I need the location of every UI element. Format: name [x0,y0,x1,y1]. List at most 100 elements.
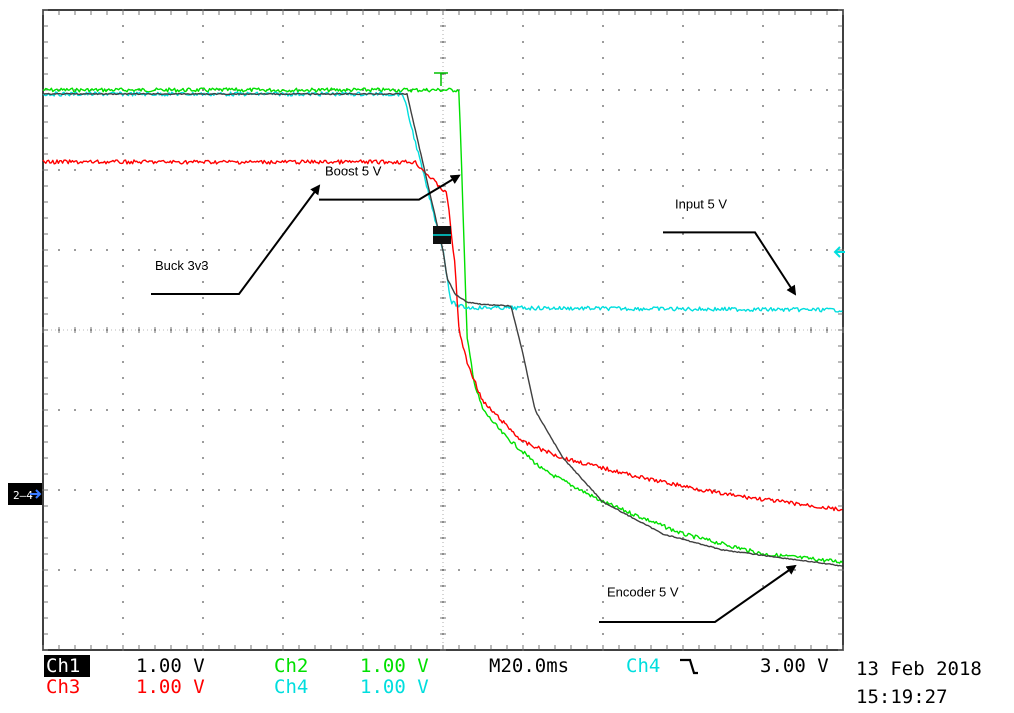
grid-dot [122,489,124,491]
grid-dot [266,249,268,251]
grid-dot [602,489,604,491]
grid-dot [602,425,604,427]
grid-dot [602,185,604,187]
grid-dot [362,377,364,379]
grid-dot [282,489,284,491]
grid-dot [682,25,684,27]
grid-dot [202,377,204,379]
grid-dot [602,217,604,219]
grid-dot [826,569,828,571]
grid-dot [90,169,92,171]
grid-dot [122,457,124,459]
grid-dot [410,249,412,251]
grid-dot [202,217,204,219]
grid-dot [346,169,348,171]
grid-dot [554,89,556,91]
grid-dot [506,89,508,91]
grid-dot [602,473,604,475]
grid-dot [362,393,364,395]
grid-dot [90,489,92,491]
grid-dot [794,169,796,171]
grid-dot [346,489,348,491]
grid-dot [522,473,524,475]
trigger-source: Ch4 [626,655,660,677]
grid-dot [698,249,700,251]
grid-dot [218,249,220,251]
grid-dot [602,25,604,27]
grid-dot [106,169,108,171]
grid-dot [202,313,204,315]
grid-dot [602,233,604,235]
grid-dot [762,473,764,475]
grid-dot [122,345,124,347]
grid-dot [362,297,364,299]
grid-dot [682,105,684,107]
grid-dot [202,169,204,171]
grid-dot [202,441,204,443]
grid-dot [634,409,636,411]
grid-dot [682,89,684,91]
grid-dot [106,569,108,571]
grid-dot [522,409,524,411]
grid-dot [74,249,76,251]
grid-dot [282,41,284,43]
grid-dot [346,569,348,571]
grid-dot [698,569,700,571]
grid-dot [122,553,124,555]
grid-dot [666,409,668,411]
grid-dot [762,281,764,283]
grid-dot [218,169,220,171]
grid-dot [202,57,204,59]
grid-dot [698,169,700,171]
grid-dot [602,265,604,267]
grid-dot [410,569,412,571]
grid-dot [522,265,524,267]
grid-dot [362,617,364,619]
grid-dot [522,345,524,347]
grid-dot [474,89,476,91]
grid-dot [682,393,684,395]
grid-dot [138,569,140,571]
grid-dot [330,489,332,491]
grid-dot [682,121,684,123]
grid-dot [570,169,572,171]
grid-dot [378,169,380,171]
grid-dot [762,345,764,347]
grid-dot [122,105,124,107]
grid-dot [522,233,524,235]
grid-dot [794,249,796,251]
grid-dot [762,505,764,507]
grid-dot [602,313,604,315]
grid-dot [122,441,124,443]
grid-dot [602,569,604,571]
grid-dot [762,233,764,235]
grid-dot [522,57,524,59]
grid-dot [202,249,204,251]
ch3-label: Ch3 [46,676,80,698]
trace-ch1 [42,92,843,567]
grid-dot [602,105,604,107]
grid-dot [186,569,188,571]
grid-dot [106,249,108,251]
grid-dot [634,489,636,491]
grid-dot [522,425,524,427]
grid-dot [234,489,236,491]
grid-dot [266,409,268,411]
grid-dot [314,169,316,171]
grid-dot [826,249,828,251]
grid-dot [250,489,252,491]
grid-dot [682,361,684,363]
grid-dot [490,89,492,91]
grid-dot [698,89,700,91]
grid-dot [634,249,636,251]
annotation-arrow [151,184,321,295]
grid-dot [202,233,204,235]
grid-dot [362,25,364,27]
grid-dot [650,489,652,491]
grid-dot [362,569,364,571]
grid-dot [746,569,748,571]
grid-dot [362,169,364,171]
grid-dot [282,361,284,363]
grid-dot [602,137,604,139]
grid-dot [362,489,364,491]
